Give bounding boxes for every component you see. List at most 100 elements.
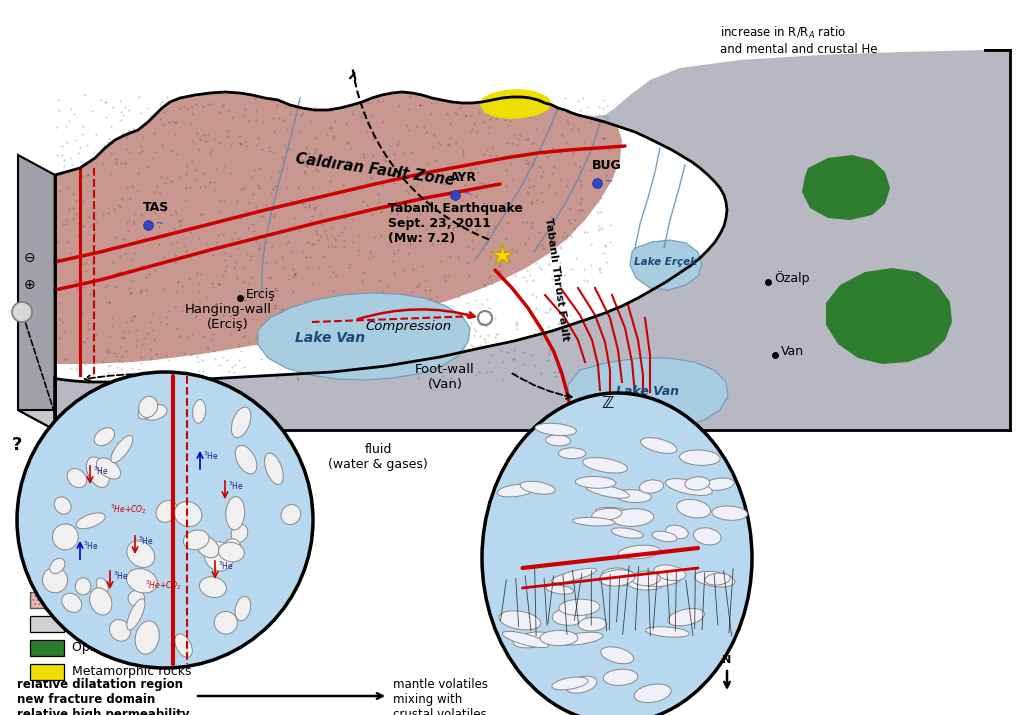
Ellipse shape (596, 508, 637, 519)
Text: Collision-related volcanics units: Collision-related volcanics units (72, 593, 270, 606)
Ellipse shape (96, 578, 109, 593)
FancyBboxPatch shape (30, 616, 63, 632)
Text: $^3$He: $^3$He (113, 570, 129, 582)
FancyBboxPatch shape (30, 664, 63, 680)
Text: ~: ~ (463, 189, 471, 199)
Text: Ophiolitic melange: Ophiolitic melange (72, 641, 189, 654)
Ellipse shape (281, 505, 301, 525)
Ellipse shape (214, 611, 238, 634)
Ellipse shape (677, 499, 711, 518)
Ellipse shape (52, 524, 78, 550)
Polygon shape (55, 92, 622, 364)
Ellipse shape (611, 528, 643, 538)
Ellipse shape (138, 401, 157, 419)
Ellipse shape (200, 577, 226, 598)
Text: Özalp: Özalp (774, 271, 810, 285)
Text: ⊖: ⊖ (25, 251, 36, 265)
Ellipse shape (615, 490, 651, 503)
Text: Compression: Compression (365, 320, 452, 333)
Ellipse shape (183, 530, 209, 550)
Ellipse shape (592, 508, 622, 521)
Ellipse shape (552, 608, 586, 626)
Ellipse shape (225, 497, 245, 530)
Ellipse shape (566, 676, 597, 694)
Ellipse shape (540, 631, 578, 646)
Ellipse shape (572, 518, 615, 526)
Polygon shape (826, 268, 952, 364)
Text: Tabanlı Thrust Fault: Tabanlı Thrust Fault (543, 217, 570, 342)
Ellipse shape (497, 484, 536, 497)
Ellipse shape (575, 476, 616, 488)
Text: $^3$He: $^3$He (83, 540, 98, 552)
Ellipse shape (236, 445, 257, 474)
Ellipse shape (685, 477, 710, 490)
Ellipse shape (175, 634, 193, 657)
Polygon shape (55, 50, 1010, 430)
Ellipse shape (138, 396, 158, 418)
Ellipse shape (482, 393, 752, 715)
Text: $^3$He: $^3$He (228, 480, 244, 492)
Text: ℤ: ℤ (601, 394, 613, 412)
Ellipse shape (236, 596, 251, 621)
Polygon shape (18, 410, 1010, 430)
Ellipse shape (520, 481, 555, 494)
Ellipse shape (128, 591, 144, 606)
Ellipse shape (641, 438, 677, 453)
Text: TAS: TAS (143, 201, 169, 214)
Ellipse shape (639, 480, 664, 493)
Text: increase in R/R$_A$ ratio
and mental and crustal He: increase in R/R$_A$ ratio and mental and… (720, 25, 878, 56)
Ellipse shape (513, 632, 552, 648)
Ellipse shape (611, 509, 653, 526)
Ellipse shape (231, 407, 251, 438)
Text: Erciş: Erciş (246, 288, 275, 301)
Text: Lake Erçek: Lake Erçek (635, 257, 697, 267)
Ellipse shape (705, 573, 730, 585)
Text: Lake Van: Lake Van (295, 331, 366, 345)
Polygon shape (258, 293, 470, 380)
Polygon shape (630, 240, 702, 290)
Ellipse shape (503, 631, 549, 648)
Text: N: N (722, 655, 731, 665)
Ellipse shape (61, 593, 82, 612)
Text: ~: ~ (156, 219, 164, 229)
Ellipse shape (601, 647, 634, 664)
Ellipse shape (42, 568, 68, 593)
Ellipse shape (143, 405, 167, 420)
FancyBboxPatch shape (30, 592, 63, 608)
Ellipse shape (54, 497, 71, 514)
Text: ~: ~ (605, 177, 613, 187)
Ellipse shape (110, 619, 130, 641)
Text: Metamorphic rocks: Metamorphic rocks (72, 666, 191, 679)
Text: $^3$He: $^3$He (138, 535, 154, 547)
Ellipse shape (76, 578, 91, 595)
Text: $^3$He+CO$_2$: $^3$He+CO$_2$ (145, 578, 182, 591)
Ellipse shape (583, 458, 628, 473)
Circle shape (12, 302, 32, 322)
Ellipse shape (76, 513, 105, 528)
Ellipse shape (231, 524, 248, 543)
Ellipse shape (17, 372, 313, 668)
Ellipse shape (579, 618, 607, 631)
Ellipse shape (499, 611, 541, 630)
Ellipse shape (127, 541, 155, 568)
Ellipse shape (536, 423, 577, 435)
Text: AYR: AYR (450, 171, 477, 184)
Text: Caldıran Fault Zone: Caldıran Fault Zone (295, 151, 456, 188)
Ellipse shape (127, 598, 145, 630)
Ellipse shape (603, 669, 638, 686)
Ellipse shape (654, 565, 686, 581)
Ellipse shape (693, 528, 721, 545)
Ellipse shape (264, 453, 284, 485)
Text: Lake Van: Lake Van (616, 385, 680, 398)
Text: $^3$He: $^3$He (203, 450, 219, 462)
Ellipse shape (546, 435, 570, 446)
Ellipse shape (196, 536, 219, 558)
Text: Van: Van (781, 345, 804, 358)
Ellipse shape (694, 571, 735, 587)
Ellipse shape (204, 542, 233, 571)
Ellipse shape (634, 684, 672, 703)
Ellipse shape (712, 506, 748, 521)
Ellipse shape (218, 543, 245, 562)
Ellipse shape (89, 588, 112, 615)
Text: ?: ? (12, 436, 23, 454)
